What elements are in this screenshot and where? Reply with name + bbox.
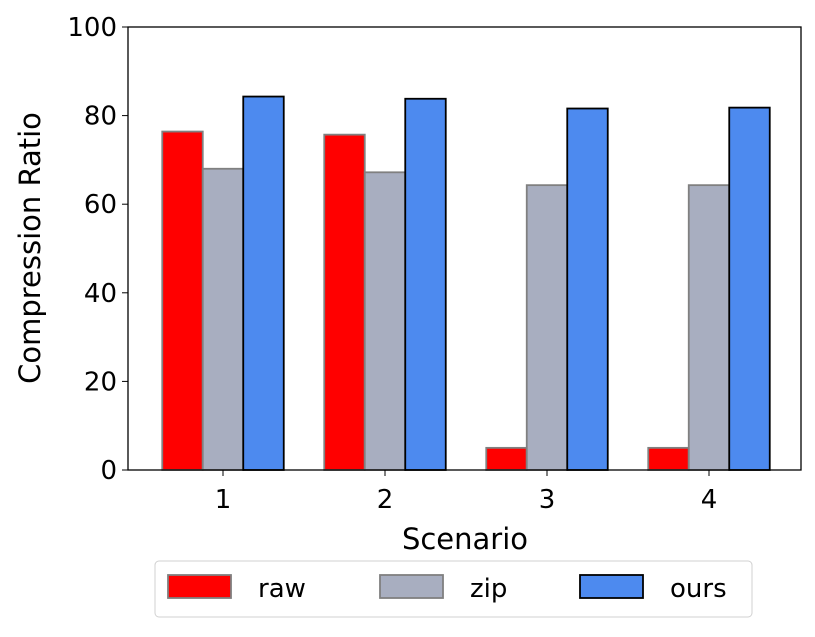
plot-frame [127, 26, 802, 471]
y-tick-label: 0 [100, 456, 117, 486]
x-axis-label: Scenario [402, 522, 528, 556]
legend-swatch-zip [379, 574, 444, 599]
bar-ours-1 [242, 95, 285, 471]
legend: raw zip ours [154, 560, 753, 618]
x-tick-label: 3 [539, 485, 556, 515]
bar-zip-3 [525, 184, 569, 471]
y-axis-label: Compression Ratio [13, 112, 47, 384]
y-tick-label: 100 [67, 13, 117, 43]
bar-ours-3 [566, 107, 609, 471]
x-tick-label: 1 [215, 485, 232, 515]
x-tick-label: 4 [701, 485, 718, 515]
bar-raw-2 [323, 133, 366, 471]
y-tick-label: 40 [84, 279, 117, 309]
y-tick-label: 20 [84, 367, 117, 397]
legend-frame [154, 560, 753, 618]
bar-ours-4 [728, 106, 771, 471]
legend-label-zip: zip [470, 574, 507, 604]
x-tick-label: 2 [377, 485, 394, 515]
bar-raw-1 [161, 130, 204, 471]
bar-zip-1 [201, 167, 245, 471]
legend-swatch-ours [579, 574, 644, 599]
y-tick-label: 60 [84, 190, 117, 220]
bar-raw-3 [485, 446, 528, 471]
bar-zip-2 [363, 171, 407, 471]
bar-zip-4 [687, 184, 731, 471]
bar-raw-4 [647, 446, 690, 471]
legend-label-raw: raw [258, 574, 306, 604]
legend-label-ours: ours [670, 574, 727, 604]
y-tick-label: 80 [84, 102, 117, 132]
legend-swatch-raw [167, 574, 232, 599]
bar-ours-2 [404, 97, 447, 471]
